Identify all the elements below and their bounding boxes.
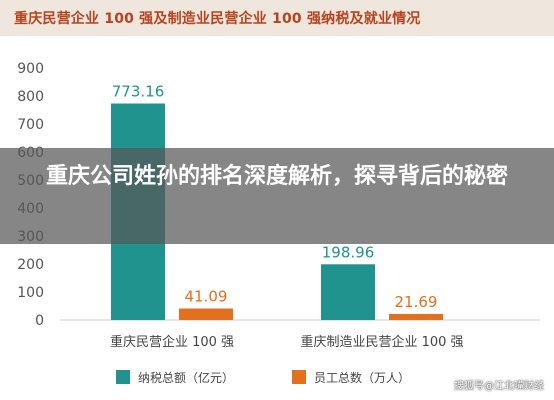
data-label: 21.69 [395,293,438,311]
headline-overlay: 重庆公司姓孙的排名深度解析，探寻背后的秘密 [0,148,554,244]
headline-text: 重庆公司姓孙的排名深度解析，探寻背后的秘密 [45,164,508,189]
y-tick-label: 900 [17,61,44,77]
y-tick-label: 800 [17,89,44,105]
y-tick-label: 0 [35,313,44,329]
y-tick-label: 700 [17,117,44,133]
y-tick-label: 100 [17,285,44,301]
bar [321,264,375,320]
legend-label: 纳税总额（亿元） [138,370,234,385]
bar-chart: 0100200300400500600700800900773.16198.96… [17,61,540,385]
legend-label: 员工总数（万人） [314,370,410,385]
data-label: 198.96 [322,243,375,261]
legend-swatch [116,370,130,384]
legend-swatch [292,370,306,384]
y-tick-label: 200 [17,257,44,273]
data-label: 773.16 [112,83,165,101]
chart-title: 重庆民营企业 100 强及制造业民营企业 100 强纳税及就业情况 [14,11,421,27]
footer-credit: 搜狐号@江北嘴财经 [454,381,544,392]
bar [389,313,443,320]
chart-title-bar: 重庆民营企业 100 强及制造业民营企业 100 强纳税及就业情况 [0,0,554,36]
x-category-label: 重庆制造业民营企业 100 强 [300,334,463,350]
bar [179,308,233,320]
x-category-label: 重庆民营企业 100 强 [110,334,234,350]
data-label: 41.09 [185,287,228,305]
